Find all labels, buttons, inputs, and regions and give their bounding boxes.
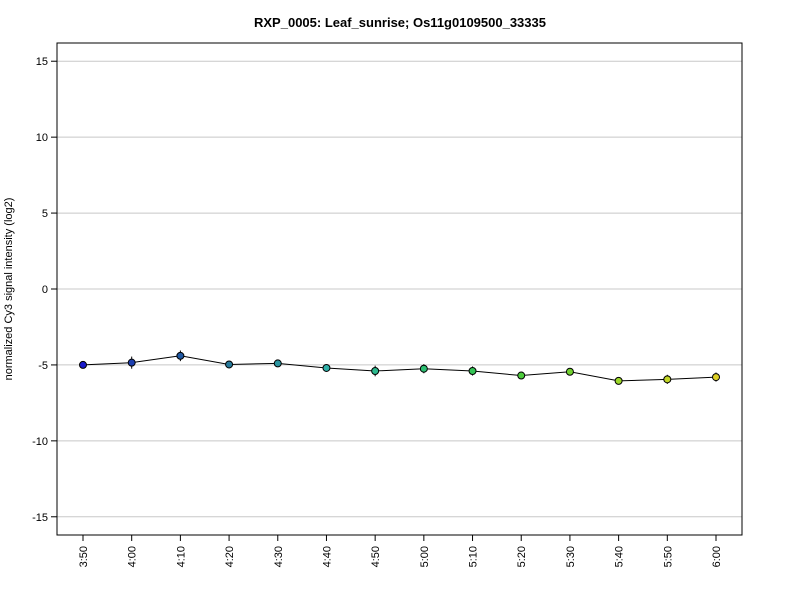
x-tick-label: 4:50 [370, 546, 382, 567]
gridlines [57, 60, 742, 518]
x-tick-label: 5:50 [662, 546, 674, 567]
x-tick-label: 3:50 [78, 546, 90, 567]
x-axis: 3:50 4:00 4:10 4:20 4:30 4:40 4:50 5:00 5:10 5:20… [78, 534, 723, 567]
data-point [79, 360, 87, 369]
y-tick-label: -5 [38, 360, 48, 372]
data-point [273, 359, 282, 368]
y-tick-label: 10 [36, 132, 48, 144]
x-tick-label: 5:30 [565, 546, 577, 567]
data-point [712, 373, 720, 382]
data-point [322, 363, 331, 372]
x-tick-label: 4:40 [321, 546, 333, 567]
data-point [419, 364, 428, 373]
y-tick-label: 15 [36, 56, 48, 68]
x-tick-label: 5:20 [516, 546, 528, 567]
x-tick-label: 4:10 [175, 546, 187, 567]
x-tick-label: 4:00 [127, 546, 139, 567]
x-tick-label: 4:30 [273, 546, 285, 567]
x-tick-label: 5:00 [419, 546, 431, 567]
x-tick-label: 5:10 [468, 546, 480, 567]
y-tick-label: -15 [32, 512, 48, 524]
series-line [82, 355, 717, 382]
y-tick-label: -10 [32, 436, 48, 448]
y-axis-label: normalized Cy3 signal intensity (log2) [3, 198, 15, 381]
data-point [614, 376, 623, 385]
data-point [468, 367, 477, 375]
chart-title: RXP_0005: Leaf_sunrise; Os11g0109500_333… [254, 15, 546, 30]
data-point [565, 367, 574, 376]
data-point [517, 371, 526, 380]
data-series [79, 350, 720, 385]
x-tick-label: 5:40 [614, 546, 626, 567]
data-point [371, 367, 380, 375]
data-point [225, 360, 234, 369]
y-axis: -15 -10 -5 0 5 10 15 [32, 56, 57, 524]
x-tick-label: 6:00 [711, 546, 723, 567]
x-tick-label: 4:20 [224, 546, 236, 567]
data-point [176, 351, 185, 360]
data-point [663, 375, 672, 384]
data-point [127, 358, 136, 367]
y-tick-label: 5 [42, 208, 48, 220]
y-tick-label: 0 [42, 284, 48, 296]
